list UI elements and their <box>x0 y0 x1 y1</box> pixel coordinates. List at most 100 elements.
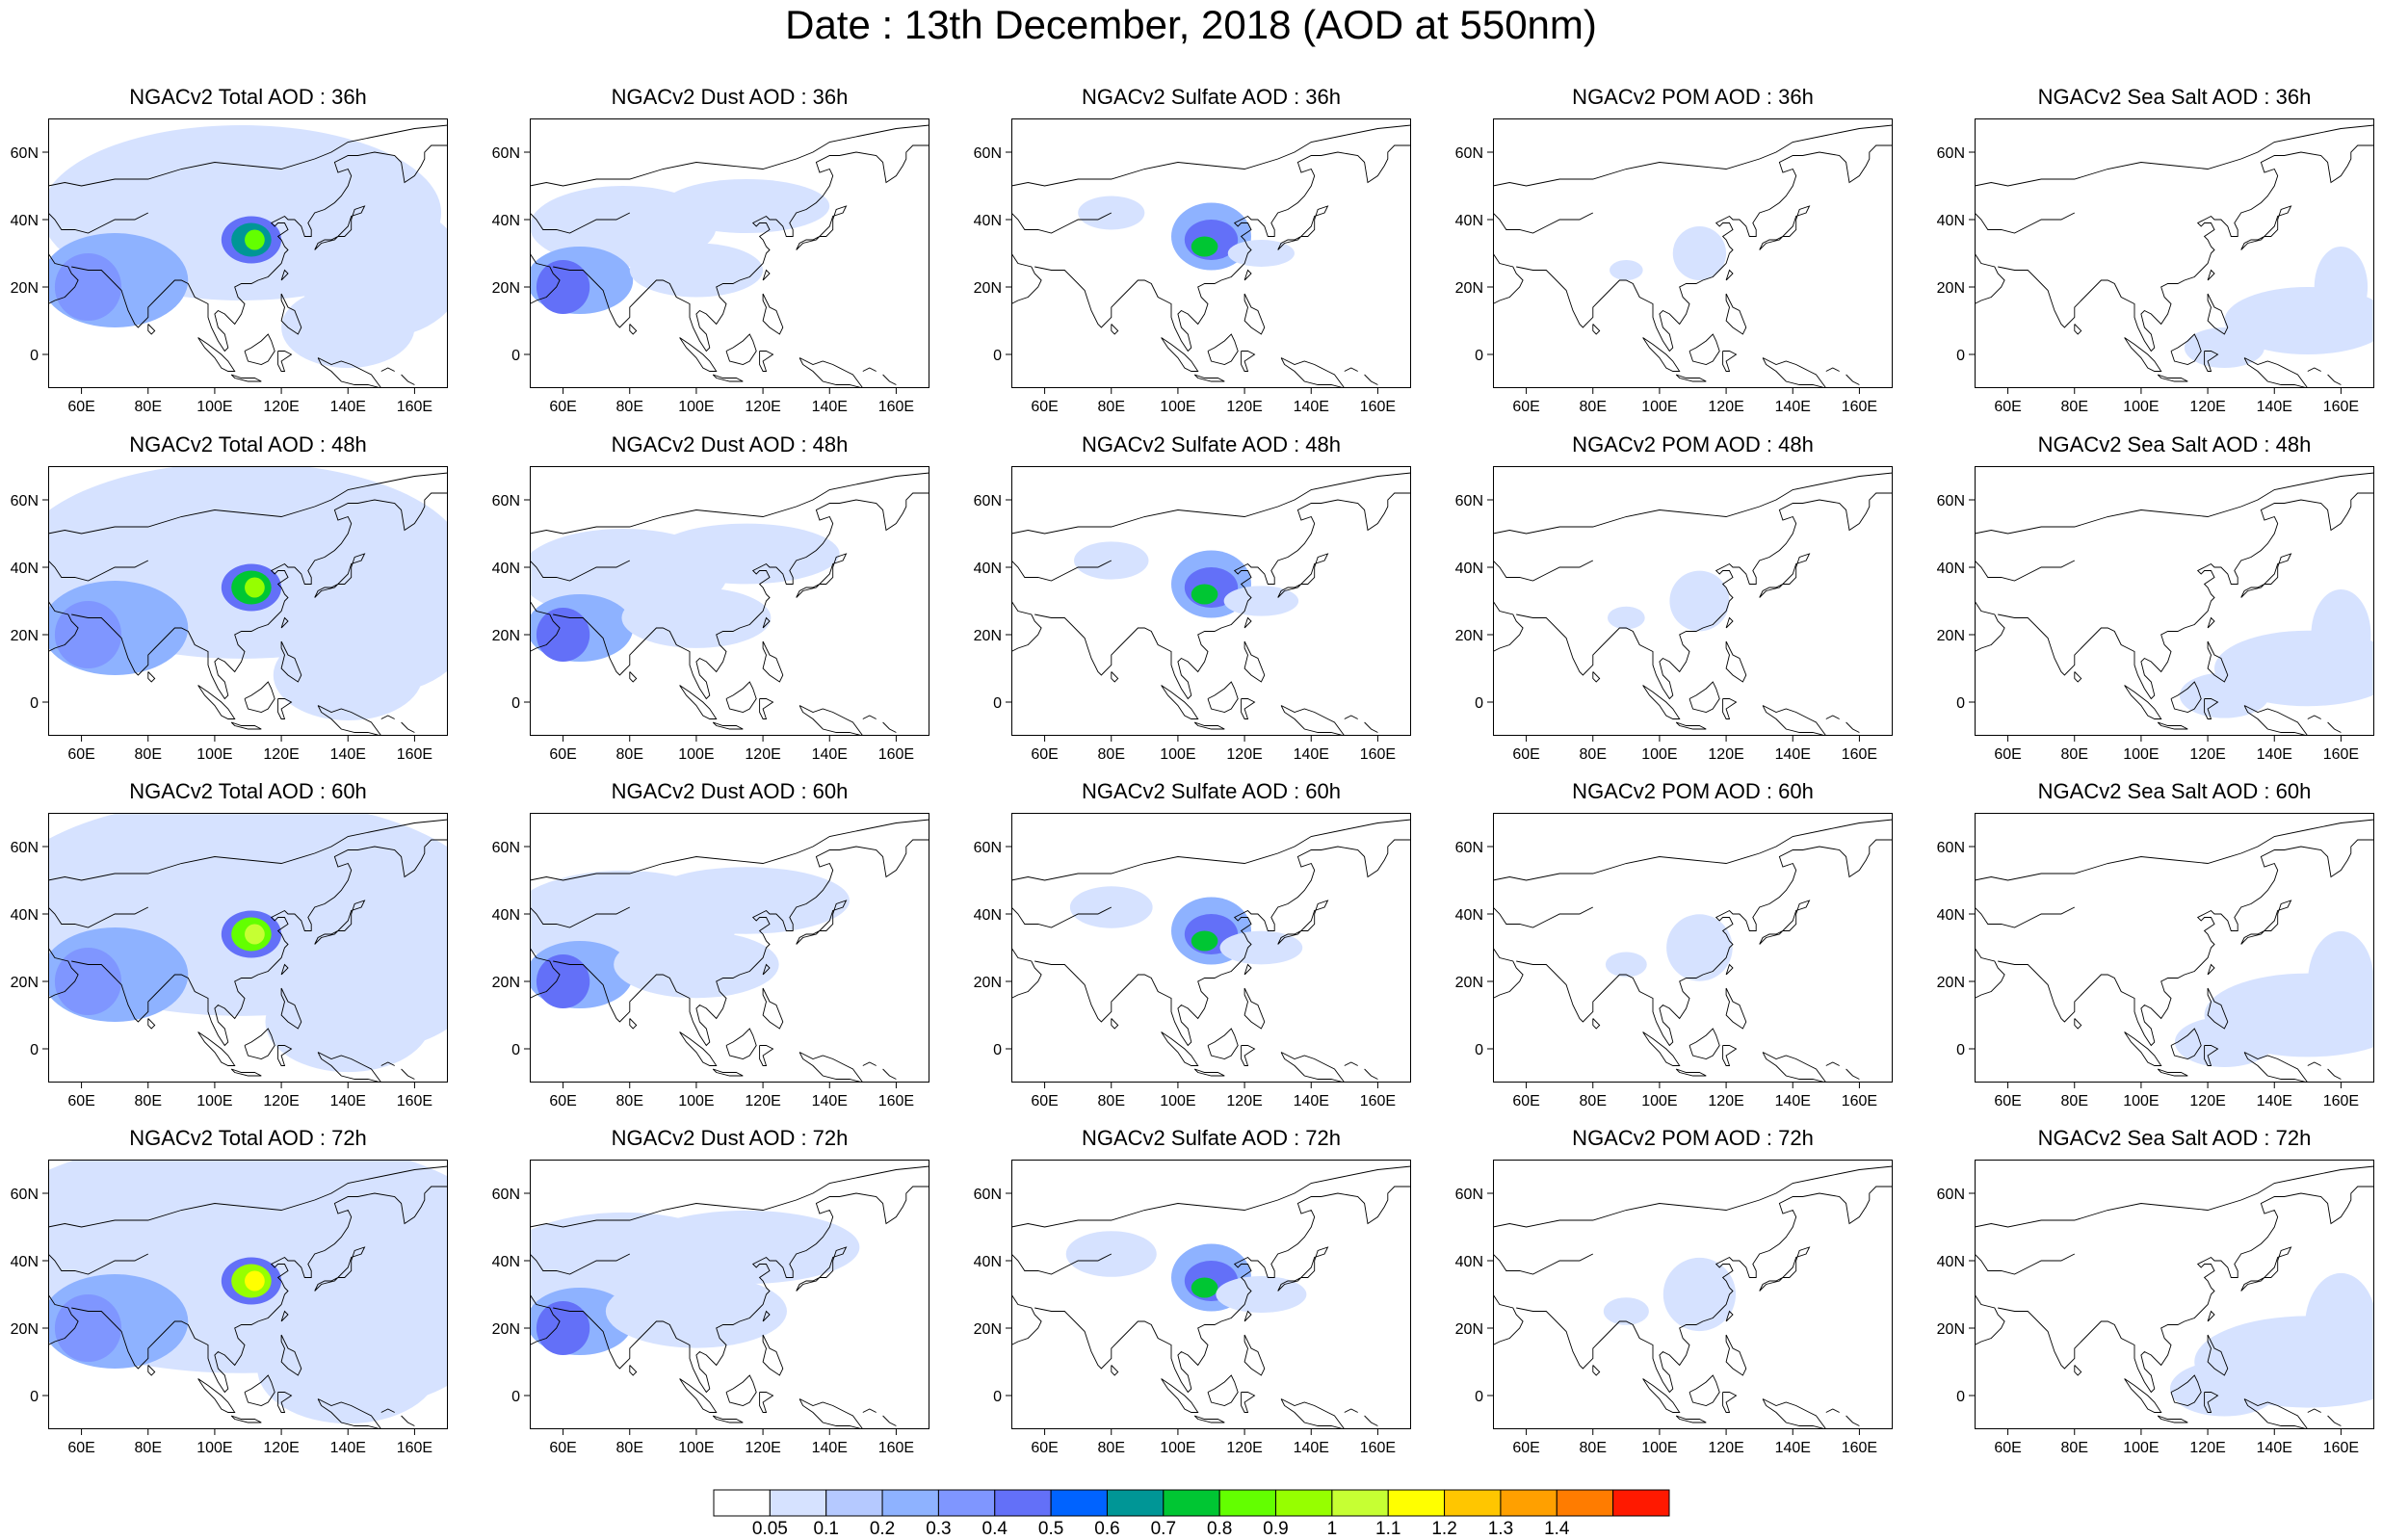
lon-tick-label: 60E <box>1512 1440 1539 1456</box>
lat-tick-label: 40N <box>492 561 520 577</box>
lat-tick-label: 0 <box>511 1042 520 1058</box>
map-frame <box>1975 466 2374 736</box>
coastline <box>1845 721 1860 733</box>
colorbar-label: 1.3 <box>1487 1519 1514 1539</box>
coastline <box>147 671 156 683</box>
lat-tick-label: 20N <box>1937 280 1965 297</box>
coastline <box>2307 715 2321 719</box>
lon-tick-label: 80E <box>616 399 643 415</box>
lon-tick-label: 140E <box>812 1093 848 1109</box>
coastline <box>553 839 929 1047</box>
coastline <box>1364 374 1378 385</box>
lat-tick-label: 20N <box>974 628 1002 644</box>
lon-tick-label: 80E <box>1098 1093 1125 1109</box>
coastline <box>1493 1253 1594 1275</box>
coastline <box>1207 333 1239 365</box>
aod-contour <box>1669 570 1730 632</box>
coastline <box>762 987 784 1030</box>
aod-contour <box>1191 930 1218 952</box>
lat-tick-label: 20N <box>11 628 39 644</box>
aod-map-seasalt-60h: 60E 80E 100E 120E 140E 160E 0 20N 40N 60N <box>1937 813 2374 1109</box>
coastline <box>2243 357 2309 388</box>
coastline <box>1243 963 1252 976</box>
lat-tick-label: 40N <box>1455 213 1483 229</box>
colorbar-label: 0.9 <box>1263 1519 1289 1539</box>
lon-tick-label: 100E <box>2123 1093 2159 1109</box>
lat-tick-label: 40N <box>11 1254 39 1270</box>
aod-contour <box>281 287 415 368</box>
coastline <box>1998 144 2374 352</box>
lon-tick-label: 140E <box>812 399 848 415</box>
lat-tick-label: 20N <box>492 975 520 991</box>
lat-tick-label: 0 <box>1475 1389 1483 1405</box>
lon-tick-label: 140E <box>1294 1440 1329 1456</box>
coastline <box>1207 1374 1239 1406</box>
coastline <box>1493 472 1893 535</box>
coastline <box>314 1246 366 1292</box>
coastline <box>530 212 631 234</box>
lon-tick-label: 160E <box>878 1093 914 1109</box>
colorbar-swatch <box>1331 1489 1389 1517</box>
coastline <box>1011 906 1112 928</box>
coastline <box>762 1310 771 1322</box>
aod-contour <box>621 587 772 648</box>
coastline <box>280 987 302 1030</box>
lon-tick-label: 100E <box>1160 1440 1195 1456</box>
lon-tick-label: 120E <box>1226 1440 1262 1456</box>
map-frame <box>1975 813 2374 1083</box>
lat-tick-label: 60N <box>11 493 39 509</box>
lon-tick-label: 140E <box>2257 1440 2292 1456</box>
coastline <box>530 1253 631 1275</box>
lon-tick-label: 80E <box>135 1093 162 1109</box>
coastline <box>1725 640 1747 683</box>
coastline <box>796 553 848 598</box>
coastline <box>2170 681 2202 713</box>
lon-tick-label: 100E <box>1160 1093 1195 1109</box>
coastline <box>1975 600 2005 652</box>
lat-tick-label: 40N <box>1937 1254 1965 1270</box>
colorbar-swatch <box>1163 1489 1220 1517</box>
coastline <box>48 1165 448 1228</box>
coastline <box>1011 1253 1112 1275</box>
lat-tick-label: 60N <box>11 840 39 856</box>
lon-tick-label: 160E <box>1360 746 1396 763</box>
coastline <box>725 1374 757 1406</box>
lon-tick-label: 140E <box>1775 399 1811 415</box>
coastline <box>1675 374 1707 382</box>
coastline <box>48 600 79 652</box>
coastline <box>317 705 382 736</box>
coastline <box>1493 600 1524 652</box>
lon-tick-label: 100E <box>678 746 714 763</box>
coastline <box>530 124 929 187</box>
coastline <box>401 374 415 385</box>
lat-tick-label: 0 <box>30 348 39 364</box>
coastline <box>1344 715 1358 719</box>
lon-tick-label: 100E <box>1160 746 1195 763</box>
aod-contour <box>1605 952 1647 978</box>
coastline <box>530 819 929 881</box>
coastline <box>230 374 262 382</box>
colorbar-label: 0.05 <box>751 1519 788 1539</box>
map-frame <box>530 118 929 388</box>
coastline <box>2207 1334 2229 1376</box>
lat-tick-label: 60N <box>1937 840 1965 856</box>
coastline <box>197 1378 236 1413</box>
panel-title: NGACv2 Total AOD : 36h <box>129 85 367 109</box>
lon-tick-label: 100E <box>678 1440 714 1456</box>
lon-tick-label: 80E <box>1580 1440 1607 1456</box>
coastline <box>1111 1365 1119 1376</box>
aod-contour <box>1672 226 1727 280</box>
coastline <box>314 387 368 388</box>
lat-tick-label: 60N <box>1455 145 1483 162</box>
lon-tick-label: 160E <box>2323 746 2359 763</box>
lon-tick-label: 160E <box>878 399 914 415</box>
lon-tick-label: 100E <box>1160 399 1195 415</box>
coastline <box>1845 374 1860 385</box>
coastline <box>147 1365 156 1376</box>
map-frame <box>48 466 448 736</box>
aod-contour <box>2304 1272 2374 1384</box>
lon-tick-label: 160E <box>397 399 432 415</box>
colorbar-label: 0.3 <box>926 1519 952 1539</box>
coastline <box>1277 553 1329 598</box>
coastline <box>147 324 156 335</box>
